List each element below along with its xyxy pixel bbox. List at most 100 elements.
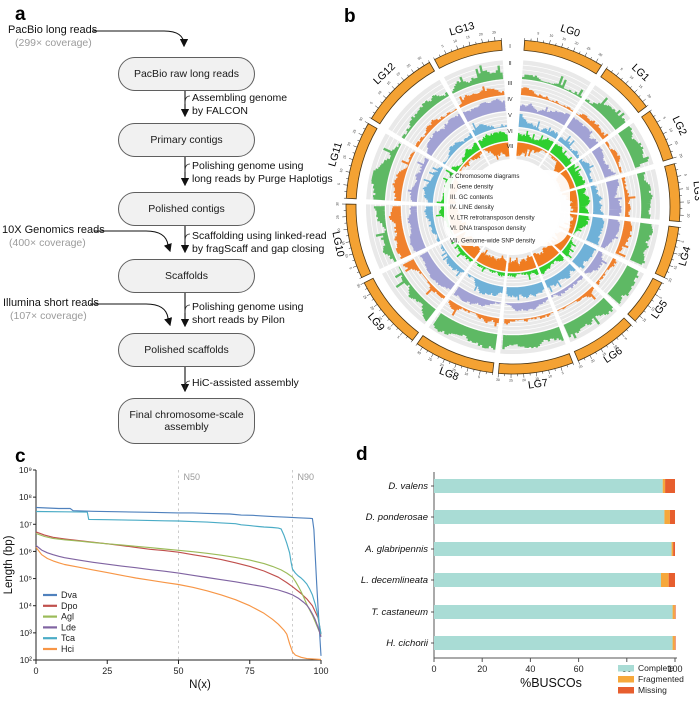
step-pilon: Polishing genome using short reads by Pi…: [192, 301, 304, 326]
ideogram-tick-label: 30: [598, 52, 603, 57]
ring-bars-II: [618, 125, 650, 168]
x-tick-label: 0: [33, 666, 38, 676]
circos-legend-line: VII. Genome-wide SNP density: [450, 237, 536, 244]
ideogram-tick: [561, 43, 564, 48]
ideogram-tick: [379, 309, 382, 312]
ring-bars-VII: [558, 213, 578, 234]
ring-bars-V: [467, 273, 504, 297]
ideogram-LG12: [370, 61, 436, 125]
ideogram-tick: [674, 162, 677, 165]
chromosome-label-LG9: LG9: [365, 311, 387, 334]
ring-bars-IV: [407, 157, 430, 202]
ring-bars-II: [451, 65, 504, 94]
ideogram-tick-label: 10: [650, 307, 656, 312]
ideogram-tick: [397, 82, 400, 85]
ideogram-tick: [658, 288, 661, 291]
ring-gridline: [597, 147, 613, 177]
ring-gridline: [488, 154, 510, 162]
ideogram-tick: [415, 343, 418, 346]
ideogram-tick: [421, 62, 425, 66]
ideogram-tick-label: 30: [335, 202, 339, 206]
y-tick-label: 10⁹: [19, 465, 32, 475]
ideogram-tick: [348, 247, 352, 249]
ideogram-tick: [560, 366, 563, 371]
ring-gridline: [650, 170, 656, 220]
ideogram-tick: [433, 57, 435, 60]
ideogram-tick-label: 10: [677, 252, 682, 257]
ring-gridline: [600, 261, 620, 289]
ring-gridline: [370, 204, 385, 268]
ring-bars-V: [578, 158, 594, 183]
x-tick-label: 100: [667, 664, 682, 674]
ring-gridline: [624, 221, 636, 260]
ring-bars-IV: [462, 98, 506, 122]
ideogram-tick-label: 25: [427, 357, 432, 362]
ideogram-tick-label: 5: [396, 335, 400, 339]
step-purge-line2: long reads by Purge Haplotigs: [192, 172, 333, 185]
box-polished-contigs: Polished contigs: [118, 192, 255, 226]
ring-bars-II: [394, 266, 436, 322]
ideogram-tick-label: 10: [685, 186, 689, 190]
ring-roman-label-II: II: [508, 61, 512, 67]
bar-segment-Missing: [665, 479, 675, 493]
ideogram-tick-label: 20: [396, 71, 402, 77]
step-hook-5: [184, 380, 191, 390]
ideogram-tick-label: 25: [352, 129, 357, 134]
ideogram-tick: [620, 77, 623, 80]
ideogram-tick: [584, 52, 587, 57]
ideogram-tick-label: 25: [578, 364, 583, 369]
ideogram-tick: [439, 54, 441, 57]
ring-gridline: [435, 127, 468, 159]
ideogram-tick-label: 15: [674, 140, 679, 145]
ring-bars-IV: [584, 250, 608, 274]
ring-bars-III: [615, 220, 633, 258]
ideogram-tick: [369, 117, 372, 119]
input-pacbio-reads: PacBio long reads (299× coverage): [8, 24, 97, 49]
box-pacbio-raw-long-reads: PacBio raw long reads: [118, 57, 255, 91]
ideogram-tick: [345, 171, 350, 173]
ring-gridline: [454, 83, 505, 99]
bar-segment-Complete: [434, 636, 673, 650]
box-final-assembly: Final chromosome-scale assembly: [118, 398, 255, 444]
circos-legend-line: I. Chromosome diagrams: [450, 173, 519, 180]
input-pacbio-name: PacBio long reads: [8, 24, 98, 36]
ideogram-tick: [567, 46, 569, 50]
chromosome-label-LG8: LG8: [437, 365, 460, 383]
step-hic: HiC-assisted assembly: [192, 377, 299, 390]
ring-bars-II: [373, 206, 397, 263]
x-tick-label: 20: [477, 664, 487, 674]
x-tick-label: 100: [313, 666, 328, 676]
y-tick-label: 10²: [20, 655, 32, 665]
ring-bars-V: [472, 122, 507, 137]
ideogram-tick-label: 10: [377, 90, 383, 96]
chromosome-label-LG2: LG2: [670, 114, 690, 137]
species-label: H. cichorii: [386, 638, 429, 649]
ideogram-tick: [536, 37, 538, 42]
ideogram-tick-label: 5: [659, 296, 663, 300]
ideogram-tick: [600, 348, 604, 353]
step-purge-line1: Polishing genome using: [192, 160, 304, 172]
ideogram-tick: [671, 259, 674, 261]
ideogram-tick: [548, 370, 550, 375]
ideogram-tick: [371, 298, 374, 301]
ideogram-tick: [590, 56, 592, 60]
ideogram-tick-label: 5: [662, 116, 666, 120]
ring-bars-IV: [600, 218, 621, 249]
panel-c-label: c: [15, 446, 26, 467]
ideogram-tick: [348, 158, 353, 160]
ideogram-tick: [449, 361, 451, 364]
ideogram-tick: [656, 119, 661, 123]
chromosome-label-LG10: LG10: [329, 230, 346, 258]
ideogram-tick-label: 20: [646, 94, 652, 100]
ideogram-tick: [629, 86, 632, 89]
x-tick-label: 60: [574, 664, 584, 674]
ideogram-tick: [475, 41, 477, 45]
ring-bars-VII: [507, 255, 537, 272]
series-line-Hci: [35, 547, 322, 661]
ring-gridline: [502, 318, 556, 327]
ring-bars-V: [506, 281, 545, 301]
ideogram-tick-label: 5: [478, 375, 481, 379]
bar-segment-Missing: [668, 573, 675, 587]
